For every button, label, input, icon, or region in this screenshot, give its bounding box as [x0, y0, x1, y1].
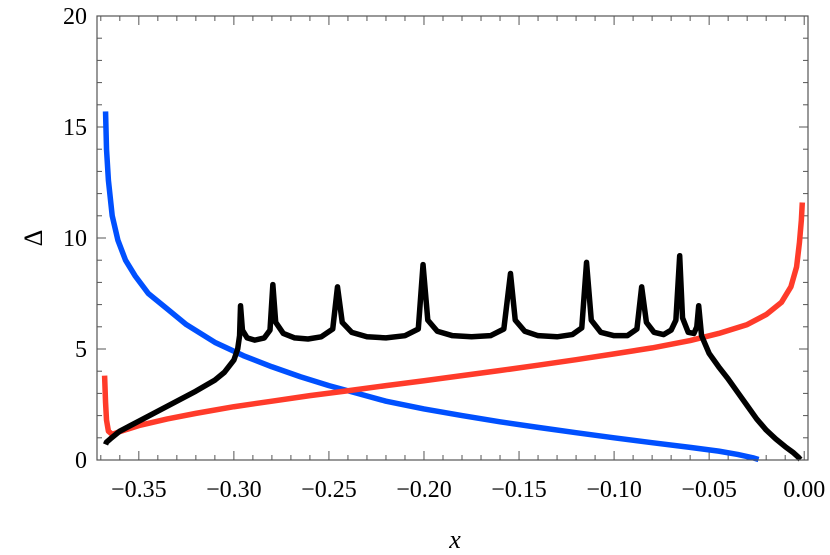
x-tick-label: −0.15 — [491, 477, 547, 503]
x-axis-label: x — [448, 525, 461, 554]
x-tick-label: −0.05 — [681, 477, 737, 503]
x-tick-label: −0.20 — [396, 477, 452, 503]
plot-frame — [96, 15, 809, 461]
y-tick-label: 20 — [63, 4, 87, 30]
y-tick-label: 15 — [63, 115, 87, 141]
series-layer — [101, 111, 806, 463]
y-tick-label: 10 — [63, 226, 87, 252]
y-axis-label: Δ — [19, 230, 48, 247]
series-line-1 — [102, 111, 760, 463]
x-tick-label: 0.00 — [783, 477, 825, 503]
x-tick-label: −0.35 — [111, 477, 167, 503]
tick-labels-layer: −0.35 −0.30 −0.25 −0.20 −0.15 −0.10 −0.05 0.00 0… — [63, 4, 825, 503]
x-tick-label: −0.25 — [301, 477, 357, 503]
ticks-layer — [97, 15, 808, 461]
x-tick-label: −0.10 — [586, 477, 642, 503]
series-line-3 — [103, 253, 803, 462]
y-tick-label: 5 — [75, 337, 87, 363]
x-tick-label: −0.30 — [206, 477, 262, 503]
y-tick-label: 0 — [75, 448, 87, 474]
